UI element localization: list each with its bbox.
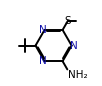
Text: N: N xyxy=(70,41,77,51)
Text: NH₂: NH₂ xyxy=(68,70,88,80)
Text: S: S xyxy=(64,16,71,26)
Text: N: N xyxy=(39,25,47,35)
Text: N: N xyxy=(39,56,47,66)
